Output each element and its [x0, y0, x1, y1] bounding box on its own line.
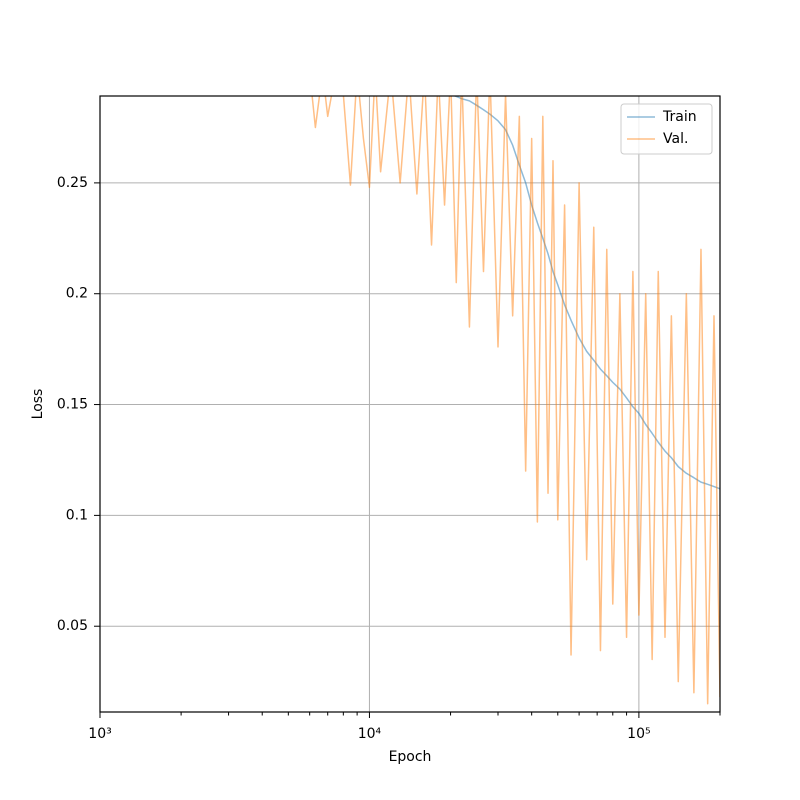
series-line: [311, 96, 720, 705]
legend: Train Val.: [620, 103, 713, 155]
y-tick-label: 0.05: [57, 618, 88, 634]
y-tick-label: 0.1: [66, 507, 88, 523]
axes-frame: [99, 95, 721, 713]
legend-label: Val.: [663, 131, 688, 147]
x-tick-label: 10⁴: [358, 726, 382, 742]
y-tick-label: 0.15: [57, 397, 88, 413]
y-tick-label: 0.2: [66, 286, 88, 302]
axes: 10³ 10⁴ 10⁵ 0.05 0.1 0.15 0.2 0.25: [57, 175, 721, 742]
x-tick-label: 10⁵: [627, 726, 650, 742]
grid: [99, 96, 720, 712]
y-axis-label: Loss: [30, 389, 46, 420]
legend-label: Train: [662, 109, 697, 125]
plot-area: [311, 96, 720, 705]
x-tick-label: 10³: [88, 726, 111, 742]
x-axis-label: Epoch: [389, 749, 432, 765]
y-tick-label: 0.25: [57, 175, 88, 191]
